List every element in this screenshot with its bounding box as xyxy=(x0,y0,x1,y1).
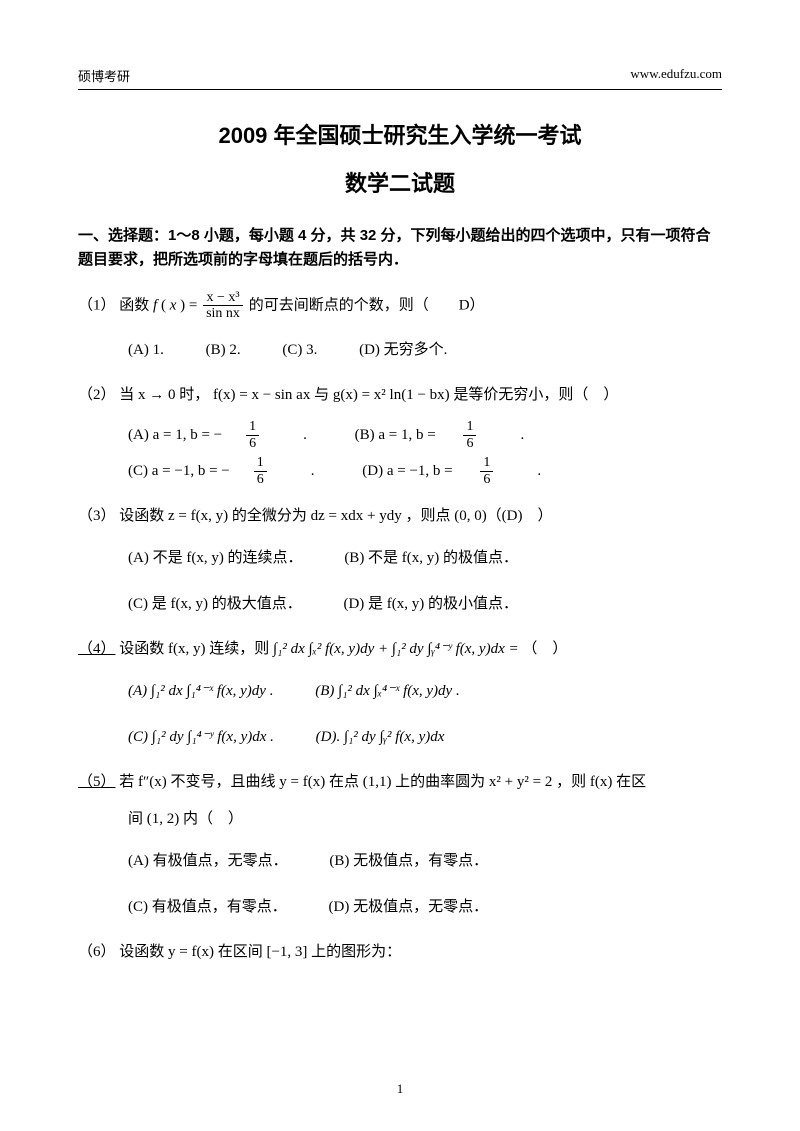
q4-stem-a: 设函数 f(x, y) 连续，则 xyxy=(119,641,273,657)
doc-title-1: 2009 年全国硕士研究生入学统一考试 xyxy=(78,118,722,150)
q3-options-row1: (A) 不是 f(x, y) 的连续点． (B) 不是 f(x, y) 的极值点… xyxy=(128,540,722,576)
q2-optB: (B) a = 1, b = 16. xyxy=(355,427,547,443)
q5-optD: (D) 无极值点，无零点． xyxy=(329,899,489,915)
header-left: 硕博考研 xyxy=(78,66,130,85)
section-heading: 一、选择题：1～8 小题，每小题 4 分，共 32 分，下列每小题给出的四个选项… xyxy=(78,224,722,272)
question-4: （4） 设函数 f(x, y) 连续，则 ∫₁² dx ∫ₓ² f(x, y)d… xyxy=(78,636,722,755)
q4-optD: (D). ∫₁² dy ∫ᵧ² f(x, y)dx xyxy=(316,729,445,745)
q5-optC: (C) 有极值点，有零点． xyxy=(128,899,287,915)
q2-optA: (A) a = 1, b = −16. xyxy=(128,427,333,443)
q5-options-row1: (A) 有极值点，无零点． (B) 无极值点，有零点． xyxy=(128,843,722,879)
q3-stem: 设函数 z = f(x, y) 的全微分为 dz = xdx + ydy ，则点… xyxy=(119,508,552,524)
q5-optA: (A) 有极值点，无零点． xyxy=(128,853,288,869)
question-5: （5） 若 f″(x) 不变号，且曲线 y = f(x) 在点 (1,1) 上的… xyxy=(78,769,722,925)
q4-optA: (A) ∫₁² dx ∫₁⁴⁻ˣ f(x, y)dy . xyxy=(128,683,273,699)
q4-stem-b: （ ） xyxy=(522,641,567,657)
q1-label: （1） xyxy=(78,297,116,313)
q3-label: （3） xyxy=(78,508,116,524)
q5-stem2: 间 (1, 2) 内（ ） xyxy=(128,806,722,833)
q4-options-row1: (A) ∫₁² dx ∫₁⁴⁻ˣ f(x, y)dy . (B) ∫₁² dx … xyxy=(128,673,722,709)
question-6: （6） 设函数 y = f(x) 在区间 [−1, 3] 上的图形为： xyxy=(78,939,722,966)
q5-options-row2: (C) 有极值点，有零点． (D) 无极值点，无零点． xyxy=(128,889,722,925)
doc-title-2: 数学二试题 xyxy=(78,166,722,198)
page-number: 1 xyxy=(0,1081,800,1097)
q2-stem: 当 x → 0 时， f(x) = x − sin ax 与 g(x) = x²… xyxy=(119,387,618,403)
page-header: 硕博考研 www.edufzu.com xyxy=(78,66,722,90)
q2-label: （2） xyxy=(78,387,116,403)
q3-optB: (B) 不是 f(x, y) 的极值点． xyxy=(344,550,518,566)
q1-stem-b: 的可去间断点的个数，则（ D） xyxy=(249,297,485,313)
q3-optC: (C) 是 f(x, y) 的极大值点． xyxy=(128,596,302,612)
exam-page: 硕博考研 www.edufzu.com 2009 年全国硕士研究生入学统一考试 … xyxy=(0,0,800,1131)
q3-options-row2: (C) 是 f(x, y) 的极大值点． (D) 是 f(x, y) 的极小值点… xyxy=(128,586,722,622)
q3-optD: (D) 是 f(x, y) 的极小值点． xyxy=(343,596,518,612)
q5-label: （5） xyxy=(78,774,116,790)
header-right: www.edufzu.com xyxy=(630,66,722,85)
q1-options: (A) 1. (B) 2. (C) 3. (D) 无穷多个. xyxy=(128,332,722,368)
q1-optA: (A) 1. xyxy=(128,342,164,358)
q1-fraction: x − x³ sin nx xyxy=(203,290,243,322)
question-1: （1） 函数 f ( x ) = x − x³ sin nx 的可去间断点的个数… xyxy=(78,290,722,368)
q4-expr: ∫₁² dx ∫ₓ² f(x, y)dy + ∫₁² dy ∫ᵧ⁴⁻ʸ f(x,… xyxy=(273,641,519,657)
q2-optD: (D) a = −1, b = 16. xyxy=(362,463,563,479)
q4-optC: (C) ∫₁² dy ∫₁⁴⁻ʸ f(x, y)dx . xyxy=(128,729,274,745)
q5-stem1: 若 f″(x) 不变号，且曲线 y = f(x) 在点 (1,1) 上的曲率圆为… xyxy=(119,774,646,790)
q6-stem: 设函数 y = f(x) 在区间 [−1, 3] 上的图形为： xyxy=(119,944,401,960)
q4-optB: (B) ∫₁² dx ∫ₓ⁴⁻ˣ f(x, y)dy . xyxy=(315,683,460,699)
q1-optD: (D) 无穷多个. xyxy=(359,342,447,358)
q1-optB: (B) 2. xyxy=(206,342,241,358)
q4-label: （4） xyxy=(78,641,116,657)
q2-optC: (C) a = −1, b = −16. xyxy=(128,463,340,479)
q4-options-row2: (C) ∫₁² dy ∫₁⁴⁻ʸ f(x, y)dx . (D). ∫₁² dy… xyxy=(128,719,722,755)
q1-stem-a: 函数 xyxy=(119,297,149,313)
question-3: （3） 设函数 z = f(x, y) 的全微分为 dz = xdx + ydy… xyxy=(78,503,722,622)
question-2: （2） 当 x → 0 时， f(x) = x − sin ax 与 g(x) … xyxy=(78,382,722,489)
q3-optA: (A) 不是 f(x, y) 的连续点． xyxy=(128,550,303,566)
q5-optB: (B) 无极值点，有零点． xyxy=(329,853,488,869)
q2-options: (A) a = 1, b = −16. (B) a = 1, b = 16. (… xyxy=(128,417,722,489)
q6-label: （6） xyxy=(78,944,116,960)
q1-optC: (C) 3. xyxy=(282,342,317,358)
